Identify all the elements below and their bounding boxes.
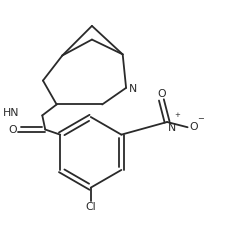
Text: −: −: [197, 114, 204, 123]
Text: Cl: Cl: [86, 202, 96, 212]
Text: HN: HN: [3, 108, 20, 118]
Text: O: O: [8, 124, 17, 135]
Text: O: O: [157, 89, 166, 99]
Text: N: N: [168, 123, 176, 133]
Text: O: O: [189, 122, 198, 132]
Text: N: N: [129, 84, 137, 94]
Text: +: +: [174, 112, 180, 118]
